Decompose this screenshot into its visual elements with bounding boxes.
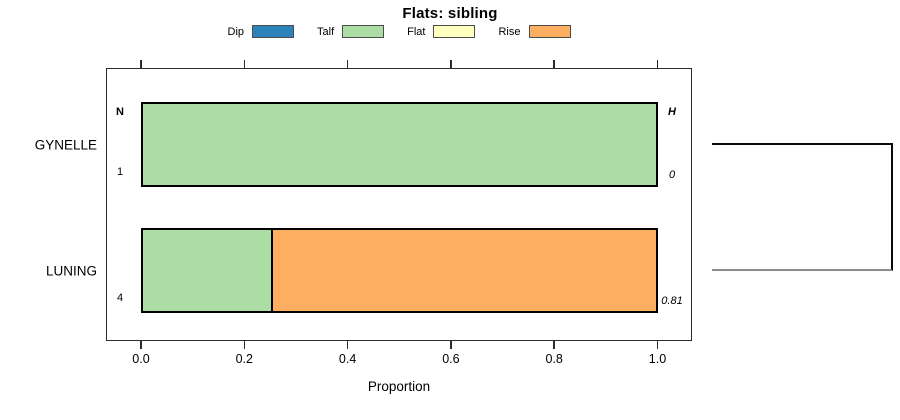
legend-entry-flat: Flat	[407, 25, 476, 38]
x-tick-bottom	[450, 341, 452, 349]
category-label-gynelle: GYNELLE	[34, 137, 97, 152]
legend-label: Rise	[498, 25, 521, 38]
x-tick-bottom	[243, 341, 246, 349]
legend-entry-dip: Dip	[228, 25, 295, 38]
n-value-gynelle: 1	[116, 166, 124, 178]
x-tick-bottom	[346, 341, 349, 349]
legend-swatch-rise	[528, 25, 571, 38]
h-column-header: H	[668, 106, 676, 118]
legend-label: Flat	[407, 25, 426, 38]
x-tick-label: 1.0	[648, 352, 667, 366]
h-value-luning: 0.81	[661, 294, 683, 307]
x-tick-label: 0.4	[338, 352, 357, 366]
plot-area-border	[106, 68, 692, 341]
n-value-luning: 4	[116, 292, 124, 304]
legend: Dip Talf Flat Rise	[106, 25, 692, 38]
x-tick-label: 0.6	[442, 352, 460, 366]
bar-row-gynelle	[141, 102, 658, 187]
bar-segment-rise	[271, 230, 656, 311]
legend-label: Dip	[227, 25, 245, 38]
legend-entry-talf: Talf	[317, 25, 385, 38]
legend-swatch-dip	[252, 25, 295, 38]
x-tick-label: 0.8	[545, 352, 563, 366]
x-tick-bottom	[140, 341, 142, 349]
x-tick-top	[656, 60, 659, 68]
x-tick-top	[140, 60, 142, 68]
x-tick-top	[346, 60, 349, 68]
bar-segment-talf	[143, 230, 272, 311]
x-tick-label: 0.2	[235, 352, 253, 366]
legend-swatch-talf	[342, 25, 385, 38]
bar-row-luning	[141, 228, 658, 313]
cluster-bracket	[712, 143, 893, 271]
x-tick-top	[450, 60, 452, 68]
x-tick-label: 0.0	[132, 352, 150, 366]
legend-entry-rise: Rise	[498, 25, 571, 38]
h-value-gynelle: 0	[668, 168, 676, 181]
legend-swatch-flat	[433, 25, 476, 38]
n-column-header: N	[116, 106, 124, 118]
category-label-luning: LUNING	[45, 263, 97, 278]
x-tick-bottom	[656, 341, 659, 349]
bar-segment-talf	[143, 104, 656, 185]
legend-label: Talf	[317, 25, 335, 38]
x-tick-top	[243, 60, 246, 68]
chart-title: Flats: sibling	[402, 5, 498, 22]
x-tick-top	[553, 60, 555, 68]
x-axis-title: Proportion	[367, 379, 431, 394]
x-tick-bottom	[553, 341, 555, 349]
